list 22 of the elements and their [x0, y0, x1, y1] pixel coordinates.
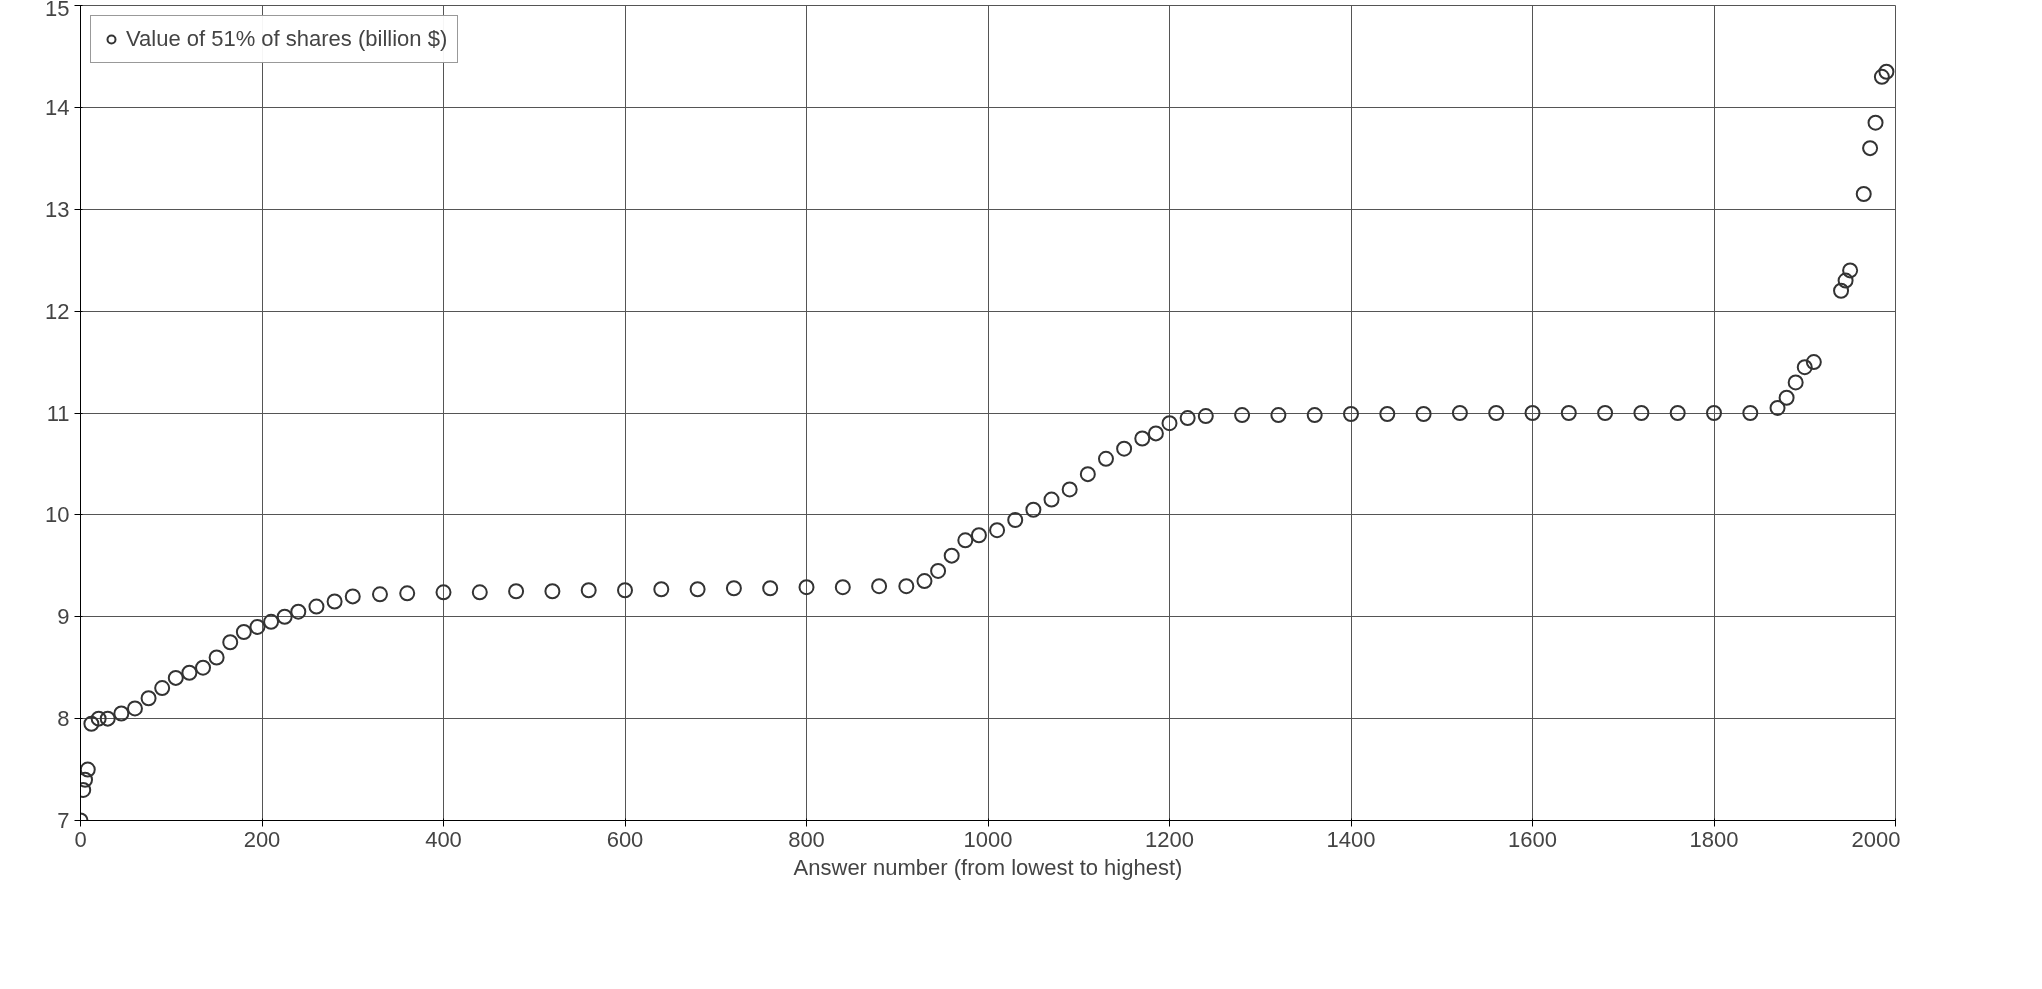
x-tick-label: 1000	[963, 826, 1013, 852]
y-tick-label: 7	[57, 808, 70, 833]
x-tick-label: 1200	[1145, 826, 1194, 852]
x-tick-label: 1800	[1689, 826, 1739, 852]
y-tick-label: 8	[57, 706, 70, 732]
y-tick-label: 9	[57, 604, 70, 630]
legend-label: Value of 51% of shares (billion $)	[126, 26, 448, 52]
y-tick-label: 11	[46, 400, 70, 426]
x-tick-label: 1600	[1508, 826, 1557, 852]
x-tick-label: 1400	[1326, 826, 1376, 852]
x-tick-label: 2000	[1851, 826, 1901, 852]
y-tick-label: 12	[45, 298, 70, 324]
y-tick-label: 14	[45, 94, 70, 120]
y-tick-label: 10	[45, 502, 70, 528]
x-tick-label: 0	[74, 826, 87, 852]
x-tick-label: 600	[606, 826, 644, 852]
x-axis-title: Answer number (from lowest to highest)	[793, 854, 1183, 880]
y-tick-label: 13	[45, 196, 70, 222]
x-tick-label: 800	[788, 826, 825, 852]
y-tick-label: 15	[45, 0, 70, 21]
x-tick-label: 200	[243, 826, 281, 852]
x-tick-label: 400	[425, 826, 462, 852]
